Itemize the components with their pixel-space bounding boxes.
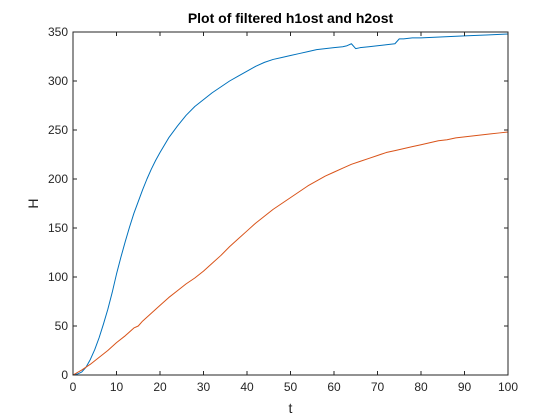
x-tick-label: 50 <box>284 380 298 394</box>
x-tick-label: 0 <box>70 380 77 394</box>
y-tick-label: 50 <box>55 319 69 333</box>
plot-area <box>73 32 508 375</box>
x-tick-label: 100 <box>498 380 518 394</box>
series-layer <box>72 33 509 376</box>
x-axis-label: t <box>289 400 293 416</box>
y-tick-label: 350 <box>48 25 68 39</box>
x-tick-label: 30 <box>197 380 211 394</box>
y-tick-label: 200 <box>48 172 68 186</box>
y-tick-label: 100 <box>48 270 68 284</box>
x-tick-label: 70 <box>371 380 385 394</box>
series-line-2 <box>72 131 509 376</box>
x-axis: 0 10 20 30 40 50 60 70 80 90 100 <box>70 32 518 394</box>
y-tick-label: 0 <box>61 368 68 382</box>
x-tick-label: 20 <box>153 380 167 394</box>
y-tick-label: 300 <box>48 74 68 88</box>
y-tick-label: 150 <box>48 221 68 235</box>
x-tick-label: 60 <box>327 380 341 394</box>
x-tick-label: 90 <box>458 380 472 394</box>
series-line-1 <box>72 33 509 376</box>
x-tick-label: 80 <box>414 380 428 394</box>
chart-title: Plot of filtered h1ost and h2ost <box>188 10 394 26</box>
y-axis: 0 50 100 150 200 250 300 350 <box>48 25 508 382</box>
x-tick-label: 10 <box>110 380 124 394</box>
y-tick-label: 250 <box>48 123 68 137</box>
y-axis-label: H <box>25 198 41 208</box>
x-tick-label: 40 <box>240 380 254 394</box>
